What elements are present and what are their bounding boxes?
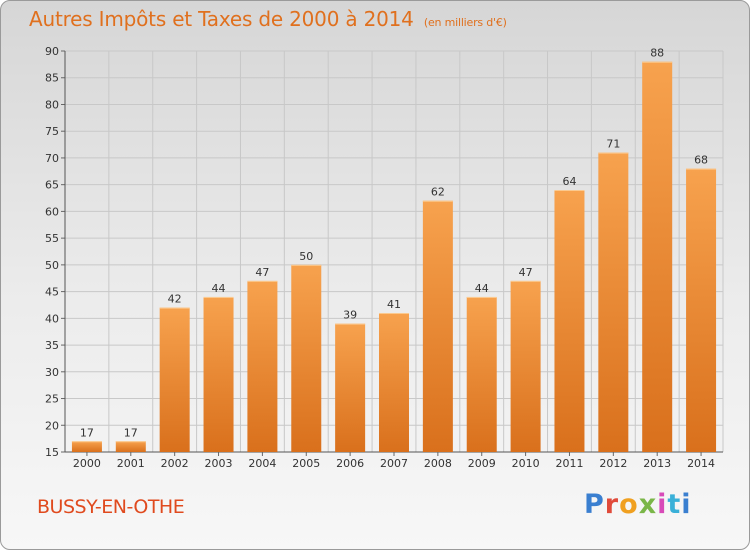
- x-tick-label: 2001: [117, 457, 145, 470]
- y-tick-label: 45: [45, 286, 59, 299]
- logo-letter: x: [638, 489, 658, 520]
- y-tick-label: 20: [45, 419, 59, 432]
- y-tick-label: 65: [45, 179, 59, 192]
- bar: [598, 152, 629, 452]
- x-tick-label: 2004: [248, 457, 276, 470]
- bar: [686, 168, 717, 453]
- bar: [422, 200, 453, 452]
- bar: [379, 312, 409, 452]
- y-tick-label: 75: [45, 125, 59, 138]
- data-label: 44: [212, 282, 226, 295]
- data-label: 17: [124, 426, 138, 439]
- y-tick-label: 90: [45, 45, 59, 58]
- x-tick-label: 2006: [336, 457, 364, 470]
- bar: [159, 307, 190, 452]
- y-tick-label: 70: [45, 152, 59, 165]
- x-tick-label: 2010: [512, 457, 540, 470]
- data-label: 71: [606, 138, 620, 151]
- bar: [115, 441, 146, 452]
- bar: [335, 323, 366, 452]
- bar: [642, 61, 673, 453]
- data-label: 64: [562, 175, 576, 188]
- x-tick-label: 2008: [424, 457, 452, 470]
- x-tick-label: 2009: [468, 457, 496, 470]
- y-tick-label: 25: [45, 393, 59, 406]
- y-tick-label: 40: [45, 312, 59, 325]
- x-tick-label: 2000: [73, 457, 101, 470]
- bar: [466, 296, 497, 452]
- commune-name: BUSSY-EN-OTHE: [37, 496, 185, 518]
- data-label: 88: [650, 47, 664, 60]
- chart-title: Autres Impôts et Taxes de 2000 à 2014 (e…: [29, 7, 507, 31]
- y-tick-label: 80: [45, 98, 59, 111]
- data-label: 62: [431, 186, 445, 199]
- x-tick-label: 2002: [161, 457, 189, 470]
- x-tick-label: 2011: [555, 457, 583, 470]
- x-tick-label: 2013: [643, 457, 671, 470]
- y-tick-label: 50: [45, 259, 59, 272]
- x-tick-label: 2003: [205, 457, 233, 470]
- data-label: 41: [387, 298, 401, 311]
- y-tick-label: 30: [45, 366, 59, 379]
- y-tick-label: 85: [45, 72, 59, 85]
- y-tick-label: 35: [45, 339, 59, 352]
- logo-letter: i: [681, 489, 692, 520]
- x-tick-label: 2007: [380, 457, 408, 470]
- y-tick-label: 55: [45, 232, 59, 245]
- data-label: 17: [80, 426, 94, 439]
- logo-letter: i: [657, 489, 668, 520]
- logo-letter: P: [584, 489, 605, 520]
- x-tick-label: 2014: [687, 457, 715, 470]
- chart-subtitle: (en milliers d'€): [423, 16, 507, 29]
- data-label: 44: [475, 282, 489, 295]
- logo-letter: t: [667, 489, 682, 520]
- bar: [510, 280, 541, 452]
- data-label: 42: [168, 293, 182, 306]
- bar: [71, 441, 102, 452]
- logo-letter: o: [619, 489, 639, 520]
- chart-title-text: Autres Impôts et Taxes de 2000 à 2014: [29, 7, 414, 31]
- data-label: 68: [694, 154, 708, 167]
- y-tick-label: 15: [45, 446, 59, 459]
- bar: [291, 264, 322, 452]
- data-label: 47: [255, 266, 269, 279]
- x-tick-label: 2005: [292, 457, 320, 470]
- y-tick-label: 60: [45, 205, 59, 218]
- bar: [203, 296, 234, 452]
- data-label: 47: [519, 266, 533, 279]
- bar: [247, 280, 278, 452]
- logo-letter: r: [604, 489, 620, 520]
- bar: [554, 190, 585, 452]
- x-tick-label: 2012: [599, 457, 627, 470]
- data-label: 39: [343, 309, 357, 322]
- proxiti-logo: Proxiti: [584, 489, 692, 520]
- data-label: 50: [299, 250, 313, 263]
